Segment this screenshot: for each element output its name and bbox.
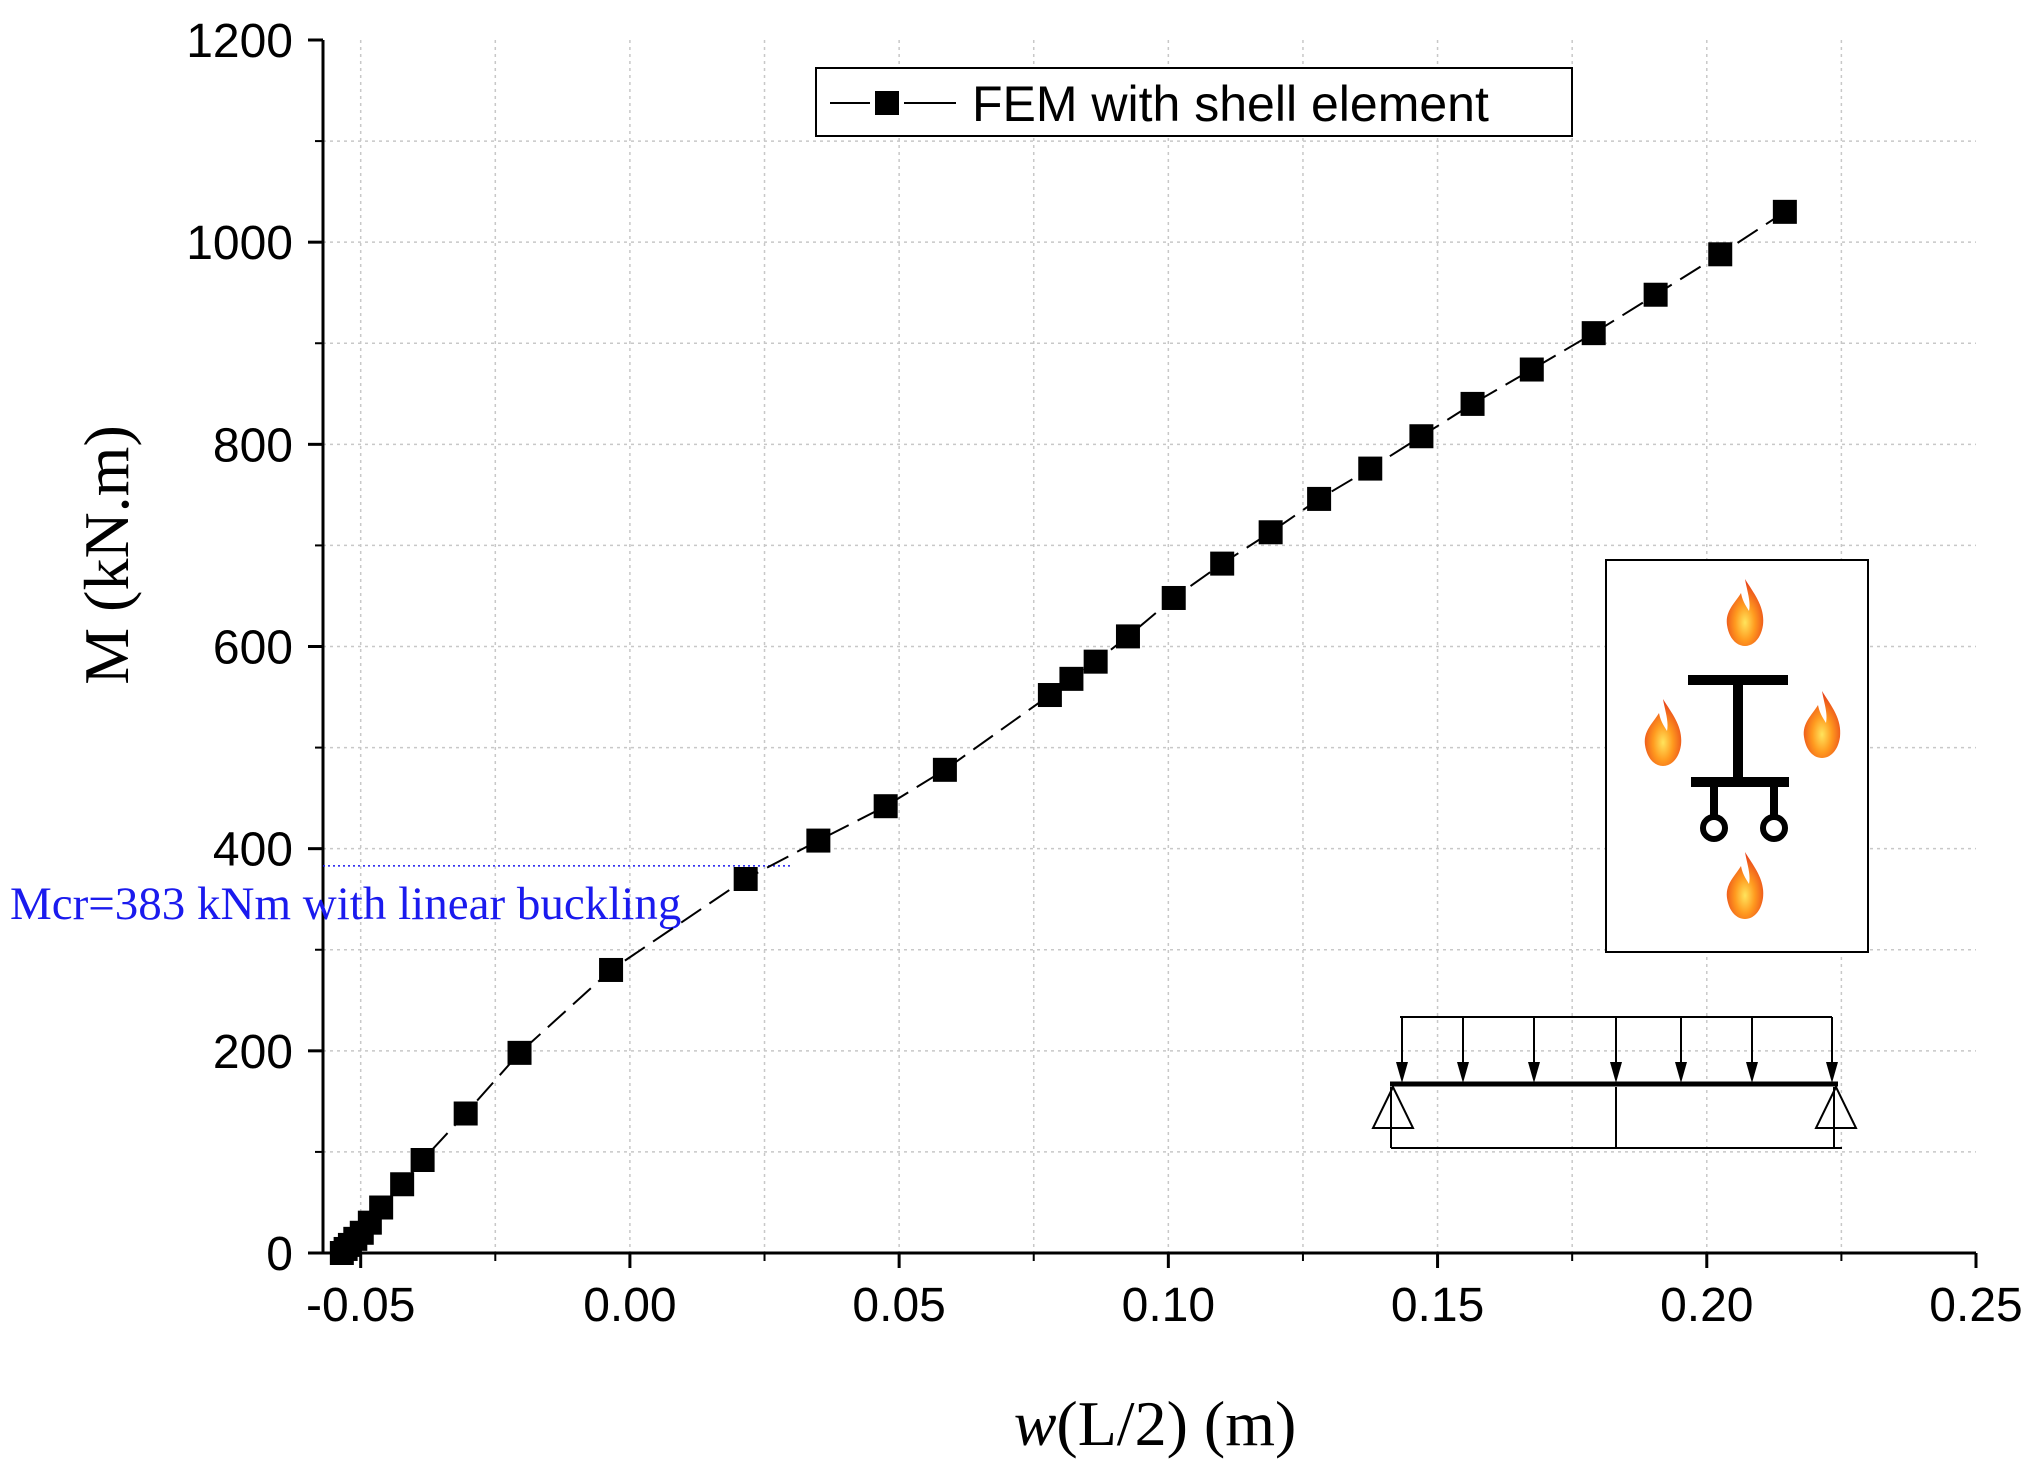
load-arrows xyxy=(1396,1017,1838,1083)
x-tick-label: 0.25 xyxy=(1929,1279,2022,1332)
load-arrow-head xyxy=(1396,1062,1408,1083)
series-line xyxy=(341,211,1786,1254)
y-tick-label: 200 xyxy=(213,1026,293,1079)
load-arrow-head xyxy=(1746,1062,1758,1083)
load-arrow-head xyxy=(1675,1062,1687,1083)
y-tick-label: 1200 xyxy=(186,15,293,68)
data-point xyxy=(507,1040,532,1065)
bottom-flange xyxy=(1691,777,1789,787)
flame-icon xyxy=(1726,579,1764,646)
x-tick-label: 0.15 xyxy=(1391,1279,1484,1332)
load-arrow-head xyxy=(1528,1062,1540,1083)
x-axis-ticks: -0.05 0.00 0.05 0.10 0.15 0.20 0.25 xyxy=(306,1253,2023,1332)
data-point xyxy=(1115,624,1140,649)
load-arrow-head xyxy=(1457,1062,1469,1083)
data-point xyxy=(1708,242,1733,267)
top-flange xyxy=(1688,675,1788,685)
support-roller-left xyxy=(1700,814,1728,842)
flame-icon xyxy=(1803,691,1841,758)
series-fem-shell xyxy=(329,199,1797,1265)
data-point xyxy=(1037,683,1062,708)
support-pin-left xyxy=(1371,1084,1415,1129)
annotation: Mcr=383 kNm with linear buckling xyxy=(10,865,792,930)
y-tick-label: 400 xyxy=(213,824,293,877)
support-roller-right xyxy=(1760,814,1788,842)
data-point xyxy=(390,1172,415,1197)
y-tick-label: 800 xyxy=(213,419,293,472)
data-point xyxy=(1161,585,1186,610)
web xyxy=(1733,685,1743,777)
data-point xyxy=(1307,486,1332,511)
x-axis-title: w(L/2) (m) xyxy=(1014,1388,1297,1459)
data-point xyxy=(1772,199,1797,224)
x-tick-label: 0.20 xyxy=(1660,1279,1753,1332)
data-point xyxy=(453,1101,478,1126)
data-point xyxy=(1519,357,1544,382)
cross-section-inset xyxy=(1605,559,1869,953)
grid xyxy=(323,40,1976,1253)
x-tick-label: 0.10 xyxy=(1122,1279,1215,1332)
data-point xyxy=(369,1195,394,1220)
y-axis-title: M (kN.m) xyxy=(71,425,142,685)
beam-load-inset xyxy=(1371,1016,1858,1149)
data-point xyxy=(806,828,831,853)
y-tick-label: 600 xyxy=(213,622,293,675)
y-tick-label: 1000 xyxy=(186,217,293,270)
load-arrow-head xyxy=(1610,1062,1622,1083)
data-point xyxy=(1581,321,1606,346)
data-point xyxy=(1409,424,1434,449)
data-point xyxy=(1460,391,1485,416)
data-point xyxy=(1643,282,1668,307)
flame-icon xyxy=(1644,699,1682,766)
mcr-annotation-label: Mcr=383 kNm with linear buckling xyxy=(10,878,681,930)
data-point xyxy=(1358,456,1383,481)
data-point xyxy=(873,794,898,819)
legend: FEM with shell element xyxy=(815,67,1573,137)
data-point xyxy=(1059,666,1084,691)
data-point xyxy=(733,866,758,891)
flame-icon xyxy=(1726,852,1764,919)
y-axis-ticks: 0 200 400 600 800 1000 1200 xyxy=(186,15,323,1281)
data-point xyxy=(599,957,624,982)
legend-label: FEM with shell element xyxy=(972,76,1489,132)
data-point xyxy=(410,1148,435,1173)
data-point xyxy=(1210,551,1235,576)
legend-marker xyxy=(875,91,899,115)
load-arrow-head xyxy=(1826,1062,1838,1083)
data-point xyxy=(1258,520,1283,545)
support-pin-right xyxy=(1814,1084,1858,1129)
data-point xyxy=(1083,649,1108,674)
x-tick-label: 0.05 xyxy=(852,1279,945,1332)
y-tick-label: 0 xyxy=(266,1228,293,1281)
data-point xyxy=(932,757,957,782)
x-tick-label: 0.00 xyxy=(583,1279,676,1332)
x-tick-label: -0.05 xyxy=(306,1279,415,1332)
